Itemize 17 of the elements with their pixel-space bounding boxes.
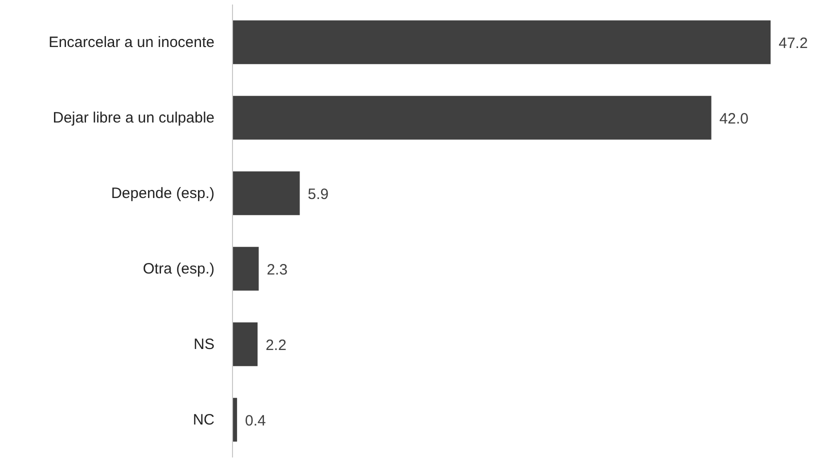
y-tick-label: Dejar libre a un culpable bbox=[52, 109, 215, 126]
bar bbox=[232, 246, 259, 291]
bar bbox=[232, 322, 258, 366]
data-label: 0.4 bbox=[245, 412, 266, 430]
data-label: 5.9 bbox=[308, 186, 329, 203]
bar bbox=[232, 171, 300, 216]
y-tick-label: NS bbox=[194, 336, 215, 353]
y-tick-label: Depende (esp.) bbox=[111, 184, 215, 202]
y-tick-label: Otra (esp.) bbox=[142, 260, 215, 278]
y-tick-label: Encarcelar a un inocente bbox=[48, 34, 214, 51]
data-label: 47.2 bbox=[778, 34, 808, 52]
data-label: 2.3 bbox=[266, 261, 288, 278]
y-tick-label: NC bbox=[192, 411, 215, 428]
bar bbox=[232, 96, 712, 140]
data-label: 2.2 bbox=[266, 336, 286, 354]
bar bbox=[232, 20, 771, 64]
data-label: 42.0 bbox=[719, 110, 749, 128]
